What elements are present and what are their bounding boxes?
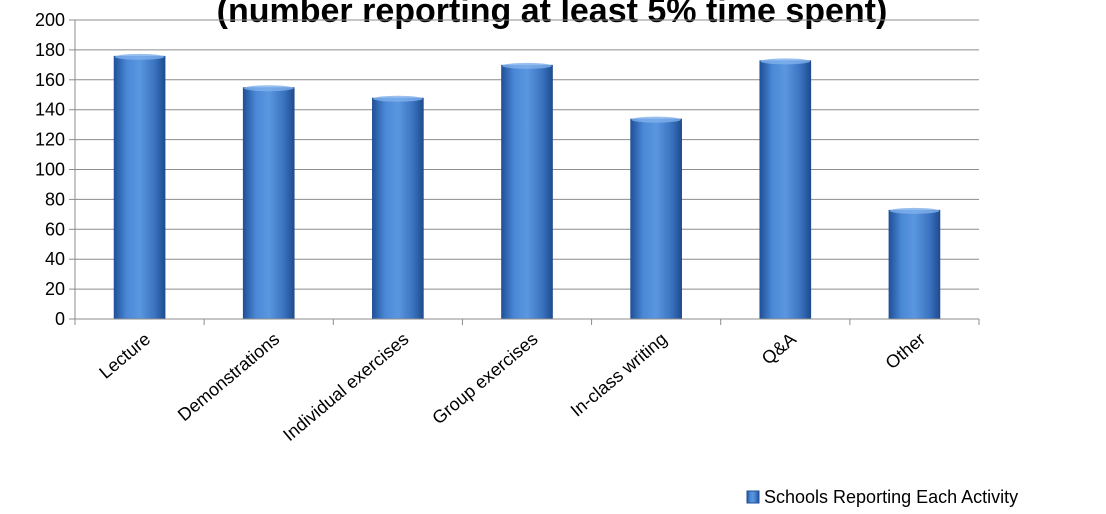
x-tick-label: Other (882, 329, 929, 373)
bar-highlight (631, 116, 681, 123)
y-tick-label: 20 (45, 279, 65, 299)
bar-highlight (760, 58, 811, 65)
y-tick-label: 180 (35, 40, 65, 60)
bar-highlight (502, 62, 552, 69)
x-tick-label: In-class writing (567, 329, 671, 421)
y-tick-label: 40 (45, 249, 65, 269)
bar-body (113, 55, 166, 319)
legend: Schools Reporting Each Activity (746, 487, 1018, 507)
x-tick-label: Demonstrations (174, 329, 283, 425)
y-tick-label: 160 (35, 70, 65, 90)
bar (888, 207, 941, 319)
bar-body (372, 97, 424, 320)
bar (242, 85, 295, 320)
y-tick-label: 60 (45, 219, 65, 239)
x-tick-label: Group exercises (428, 329, 541, 429)
bar-body (242, 87, 295, 320)
bar-body (888, 209, 941, 319)
bar-highlight (373, 95, 423, 102)
bar-body (501, 64, 553, 319)
x-tick-label: Lecture (95, 329, 154, 383)
y-tick-label: 200 (35, 10, 65, 30)
y-tick-label: 100 (35, 160, 65, 180)
y-tick-label: 120 (35, 130, 65, 150)
bar (501, 62, 553, 319)
y-tick-label: 80 (45, 189, 65, 209)
bar-body (759, 60, 812, 320)
bars (113, 53, 941, 320)
y-tick-labels: 0 20 40 60 80 100 120 140 160 180 200 (35, 10, 65, 329)
bar (630, 116, 682, 319)
legend-label: Schools Reporting Each Activity (764, 487, 1018, 507)
legend-swatch (746, 490, 760, 504)
y-tick-label: 140 (35, 100, 65, 120)
bar-highlight (243, 85, 294, 92)
bar (372, 95, 424, 320)
bar-body (630, 118, 682, 319)
bar-highlight (114, 53, 165, 60)
axes (69, 19, 980, 325)
x-tick-label: Q&A (758, 329, 800, 369)
bar (113, 53, 166, 319)
bar-highlight (889, 207, 940, 214)
x-tick-label: Individual exercises (279, 329, 412, 445)
bar (759, 58, 812, 320)
chart-title: (number reporting at least 5% time spent… (217, 0, 888, 30)
y-tick-label: 0 (55, 309, 65, 329)
